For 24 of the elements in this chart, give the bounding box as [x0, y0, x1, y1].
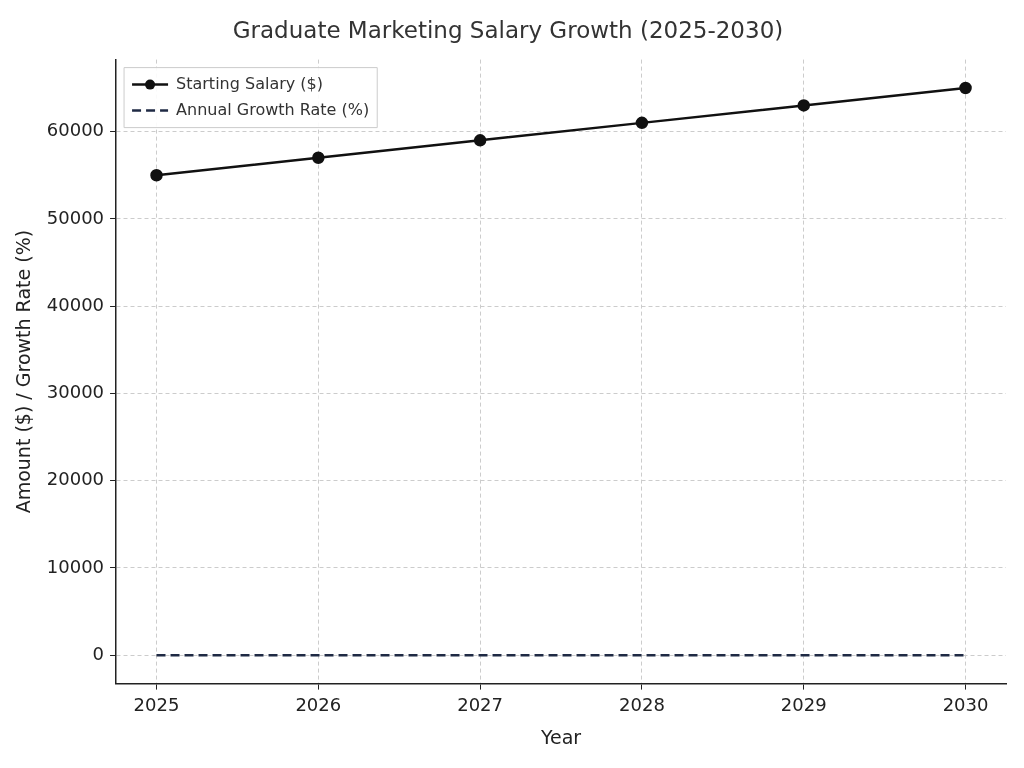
x-tick-label: 2028: [619, 694, 665, 716]
point: [473, 134, 487, 147]
x-axis-title: Year: [539, 725, 582, 748]
x-tick-label: 2025: [133, 694, 180, 716]
y-tick-label: 20000: [46, 468, 105, 490]
point: [959, 81, 972, 95]
point: [312, 151, 325, 165]
point: [150, 168, 163, 182]
chart-title: Graduate Marketing Salary Growth (2025-2030): [232, 16, 784, 43]
y-tick-label: 30000: [46, 381, 105, 403]
legend-label: Starting Salary ($): [176, 73, 323, 93]
x-tick-label: 2027: [457, 694, 504, 716]
x-tick-label: 2030: [942, 694, 989, 716]
y-tick-label: 60000: [46, 119, 105, 141]
x-tick-label: 2029: [780, 694, 827, 716]
point: [797, 99, 810, 112]
x-tick-label: 2026: [295, 694, 342, 716]
point: [635, 116, 649, 130]
y-tick-label: 50000: [46, 206, 105, 228]
y-tick-label: 40000: [46, 293, 105, 315]
legend-label: Annual Growth Rate (%): [176, 99, 370, 119]
y-tick-label: 10000: [46, 555, 105, 577]
y-axis-title: Amount ($) / Growth Rate (%): [12, 229, 35, 514]
y-tick-label: 0: [92, 642, 105, 664]
